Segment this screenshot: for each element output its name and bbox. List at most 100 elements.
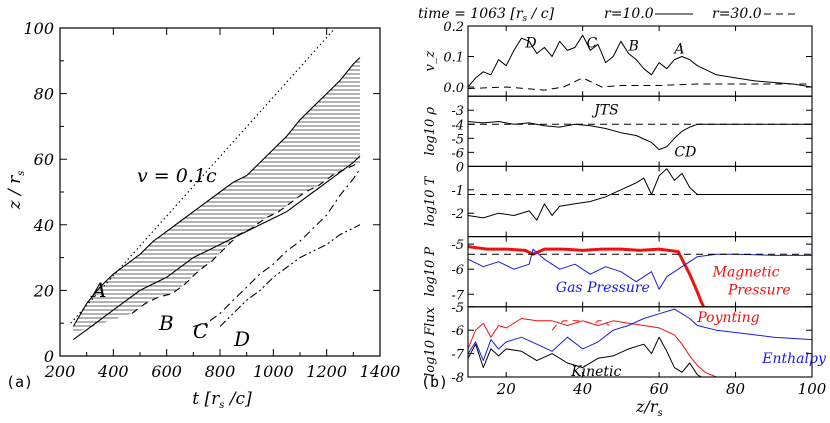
- panel-b-xlabel: z/rs: [635, 397, 663, 419]
- b-xtick-label: 40: [572, 380, 593, 398]
- subplot-3-series-1: [468, 248, 812, 290]
- b-ytick-label: -6: [451, 324, 464, 339]
- panel-a-series-3: [193, 168, 361, 328]
- b-ytick-label: -6: [451, 146, 464, 161]
- subplot-0-frame: [467, 25, 813, 97]
- hatch-fill: [73, 57, 361, 333]
- a-ytick-label: 40: [33, 216, 54, 235]
- panel-b-label: (b): [421, 373, 448, 391]
- legend-dashed-label: r=30.0: [712, 6, 762, 22]
- subplot-2-frame: [467, 165, 813, 238]
- b-ytick-label: -8: [451, 371, 464, 386]
- b-ytick-label: -2: [451, 207, 464, 222]
- b-ytick-label: -6: [451, 263, 464, 278]
- panel-a-series-0: [72, 57, 361, 327]
- panel-a-tick-labels: 200 400 600 800 1000 1200 1400 0 20 40 60 80 100: [23, 19, 400, 381]
- a-ytick-label: 60: [34, 150, 54, 169]
- subplot-4-annotation-1: Enthalpy: [761, 351, 827, 367]
- subplot-4-curves: [468, 308, 812, 377]
- subplot-4-series-2: [468, 336, 703, 377]
- subplot-0-ylabel: v_z: [423, 51, 438, 72]
- legend-solid-label: r=10.0: [604, 6, 654, 22]
- subplot-3-ylabel: log10 P: [423, 247, 438, 297]
- velocity-annotation: v = 0.1c: [137, 165, 217, 187]
- b-ytick-label: -7: [451, 288, 464, 303]
- subplot-2-ylabel: log10 T: [423, 175, 438, 226]
- subplot-2-series-0: [468, 168, 812, 221]
- subplot-1: -3-4-5-6 log10 ρ JTS CD: [423, 95, 813, 167]
- subplot-3: -5 -6 -7 log10 P Gas Pressure MagneticPressur…: [423, 236, 813, 308]
- b-ytick-label: 0.1: [443, 51, 464, 66]
- a-xtick-label: 200: [44, 362, 76, 381]
- a-xtick-label: 800: [205, 362, 236, 381]
- subplot-1-annotation-0: JTS: [591, 102, 619, 118]
- b-xtick-label: 60: [650, 380, 670, 398]
- curve-label-c: C: [193, 319, 208, 343]
- a-ytick-label: 0: [44, 347, 54, 366]
- a-ytick-label: 20: [33, 281, 54, 300]
- b-ytick-label: -3: [451, 104, 464, 119]
- subplot-1-annotation-1: CD: [674, 145, 696, 161]
- b-ytick-label: -4: [451, 118, 464, 133]
- subplot-1-curves: [468, 121, 812, 151]
- panel-a-series-4: [219, 224, 361, 327]
- b-ytick-label: 0.0: [443, 81, 464, 96]
- subplot-0: 0.0 0.1 0.2 v_z D C B A: [423, 20, 813, 97]
- panel-b: time = 1063 [rs / c] r=10.0 r=30.0 0.00.…: [418, 6, 827, 419]
- panel-a-series-1: [72, 155, 361, 341]
- b-xtick-label: 80: [726, 380, 746, 398]
- panel-a-label: (a): [6, 373, 33, 391]
- subplot-2: 0 -1 -2 log10 T: [423, 160, 813, 238]
- subplot-3-series-0: [468, 245, 706, 307]
- subplot-4-annotation-2: Kinetic: [570, 364, 621, 380]
- subplot-3-annotation-2: Pressure: [727, 282, 791, 298]
- a-xtick-label: 1000: [253, 362, 294, 381]
- b-xtick-label: 100: [798, 380, 827, 398]
- subplot-0-series-1: [468, 77, 812, 91]
- subplot-4-series-1: [468, 308, 812, 362]
- subplot-3-annotation-1: Magnetic: [712, 265, 780, 281]
- subplot-4-frame: [467, 306, 813, 378]
- subplot-1-frame: [467, 95, 813, 167]
- subplot-4: -5 -6 -7 -8 log10 Flux Poynting Enthalpy Kineti…: [423, 301, 827, 386]
- panel-a-series-2: [131, 161, 361, 314]
- b-ytick-label: -7: [451, 348, 464, 363]
- subplot-2-curves: [468, 168, 812, 221]
- b-ytick-label: -5: [451, 238, 464, 253]
- subplot-4-annotation-0: Poynting: [696, 310, 759, 326]
- a-xtick-label: 400: [97, 362, 129, 381]
- subplot-0-annotation-3: A: [672, 41, 684, 57]
- curve-label-a: A: [90, 278, 106, 302]
- b-ytick-label: -5: [451, 301, 464, 316]
- a-xtick-label: 1400: [360, 362, 401, 381]
- subplot-0-annotation-0: D: [524, 35, 536, 51]
- subplot-0-curves: [468, 34, 812, 91]
- b-xtick-label: 20: [496, 380, 517, 398]
- subplot-0-series-0: [468, 34, 812, 88]
- a-ytick-label: 100: [23, 19, 54, 38]
- subplot-4-ylabel: log10 Flux: [423, 306, 438, 377]
- b-ytick-label: 0: [456, 160, 464, 175]
- subplot-4-series-3: [551, 320, 610, 331]
- subplot-3-curves: [468, 245, 812, 307]
- panel-a-curves: [70, 28, 361, 341]
- subplot-0-annotation-2: B: [628, 38, 639, 54]
- subplot-1-ylabel: log10 ρ: [423, 107, 438, 156]
- a-xtick-label: 600: [151, 362, 182, 381]
- b-ytick-label: 0.2: [443, 20, 464, 35]
- panel-a: 200 400 600 800 1000 1200 1400 0 20 40 60 80 100 t […: [5, 19, 400, 411]
- subplot-3-annotation-0: Gas Pressure: [556, 280, 650, 296]
- a-xtick-label: 1200: [306, 362, 347, 381]
- subplot-0-annotation-1: C: [586, 35, 597, 51]
- panel-b-title: time = 1063 [rs / c]: [418, 6, 555, 24]
- b-ytick-label: -1: [451, 184, 464, 199]
- b-ytick-label: -5: [451, 132, 464, 147]
- panel-a-ylabel: z / rs: [5, 171, 27, 211]
- panel-a-xlabel: t [rs /c]: [192, 389, 252, 411]
- curve-label-b: B: [158, 311, 174, 335]
- subplot-1-series-0: [468, 121, 812, 151]
- panel-a-ticks: [59, 27, 381, 357]
- hatched-region: [73, 57, 361, 333]
